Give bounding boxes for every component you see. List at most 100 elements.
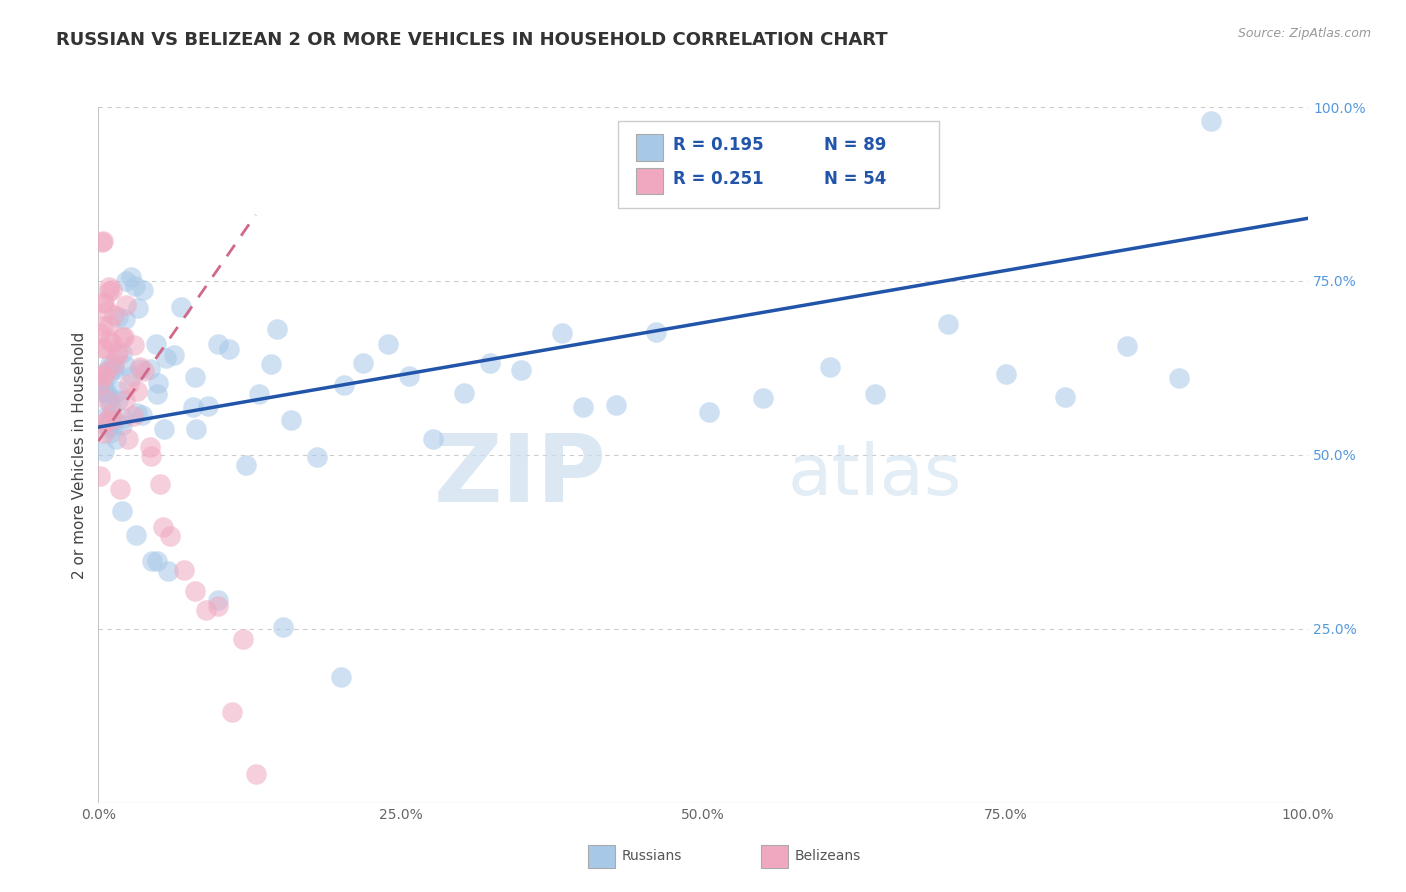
Point — [550, 326, 572, 341]
Point — [96, 384, 118, 399]
Point — [107, 384, 129, 398]
Point — [93, 425, 115, 440]
Point — [148, 376, 170, 391]
Point — [159, 529, 181, 543]
Point — [184, 583, 207, 598]
Point — [111, 504, 134, 518]
Point — [103, 308, 125, 322]
Point — [115, 298, 138, 312]
Point — [139, 449, 162, 463]
Point — [752, 391, 775, 405]
Point — [98, 280, 121, 294]
Point — [1053, 390, 1076, 404]
Point — [818, 359, 841, 374]
FancyBboxPatch shape — [637, 134, 664, 161]
Point — [138, 441, 160, 455]
Point — [510, 363, 533, 377]
Point — [114, 392, 136, 407]
Point — [122, 338, 145, 352]
Point — [127, 406, 149, 420]
Point — [118, 376, 141, 391]
Point — [129, 361, 152, 376]
Point — [232, 632, 254, 646]
Text: RUSSIAN VS BELIZEAN 2 OR MORE VEHICLES IN HOUSEHOLD CORRELATION CHART: RUSSIAN VS BELIZEAN 2 OR MORE VEHICLES I… — [56, 31, 887, 49]
Point — [207, 593, 229, 607]
Point — [333, 377, 356, 392]
Point — [146, 386, 169, 401]
Point — [114, 359, 136, 373]
Point — [307, 450, 329, 464]
Point — [101, 336, 124, 351]
Point — [271, 620, 294, 634]
Point — [152, 520, 174, 534]
Point — [1115, 339, 1137, 353]
Text: R = 0.195: R = 0.195 — [672, 136, 763, 154]
Point — [184, 369, 207, 384]
Point — [453, 385, 475, 400]
Point — [93, 296, 115, 310]
Point — [377, 336, 399, 351]
Point — [91, 384, 114, 399]
Point — [235, 458, 257, 472]
Point — [93, 374, 115, 388]
Point — [194, 603, 217, 617]
Text: ZIP: ZIP — [433, 430, 606, 522]
Point — [97, 419, 120, 434]
Point — [221, 705, 243, 719]
Point — [260, 357, 283, 371]
FancyBboxPatch shape — [619, 121, 939, 208]
Point — [186, 422, 208, 436]
Point — [90, 235, 112, 250]
Point — [91, 417, 114, 432]
Point — [94, 410, 117, 425]
Point — [91, 368, 114, 383]
Text: N = 89: N = 89 — [824, 136, 886, 154]
Point — [181, 400, 204, 414]
Point — [108, 483, 131, 497]
Point — [163, 348, 186, 362]
FancyBboxPatch shape — [588, 846, 614, 868]
Point — [266, 322, 288, 336]
Point — [100, 359, 122, 374]
Point — [605, 398, 627, 412]
Point — [91, 319, 114, 334]
Point — [98, 425, 121, 440]
Point — [120, 269, 142, 284]
Point — [197, 399, 219, 413]
Point — [101, 419, 124, 434]
Point — [127, 301, 149, 315]
Point — [100, 407, 122, 421]
Point — [98, 412, 121, 426]
Point — [98, 318, 121, 332]
Text: Belizeans: Belizeans — [794, 849, 860, 863]
Point — [93, 443, 115, 458]
Point — [139, 361, 162, 376]
Point — [936, 317, 959, 331]
Point — [100, 411, 122, 425]
Point — [89, 469, 111, 483]
Point — [122, 409, 145, 424]
Point — [98, 397, 121, 411]
Point — [173, 563, 195, 577]
Point — [107, 345, 129, 359]
Point — [107, 392, 129, 407]
Point — [422, 432, 444, 446]
Point — [155, 351, 177, 366]
Point — [153, 422, 176, 436]
Point — [117, 432, 139, 446]
Point — [146, 554, 169, 568]
Point — [398, 368, 420, 383]
Point — [96, 304, 118, 318]
Point — [170, 301, 193, 315]
Text: Source: ZipAtlas.com: Source: ZipAtlas.com — [1237, 27, 1371, 40]
Point — [111, 410, 134, 425]
Point — [145, 336, 167, 351]
Point — [115, 274, 138, 288]
Point — [97, 417, 120, 432]
Point — [91, 368, 114, 382]
Point — [111, 329, 134, 343]
Point — [98, 392, 121, 406]
Point — [218, 342, 240, 356]
Point — [90, 376, 112, 390]
Point — [245, 766, 267, 780]
